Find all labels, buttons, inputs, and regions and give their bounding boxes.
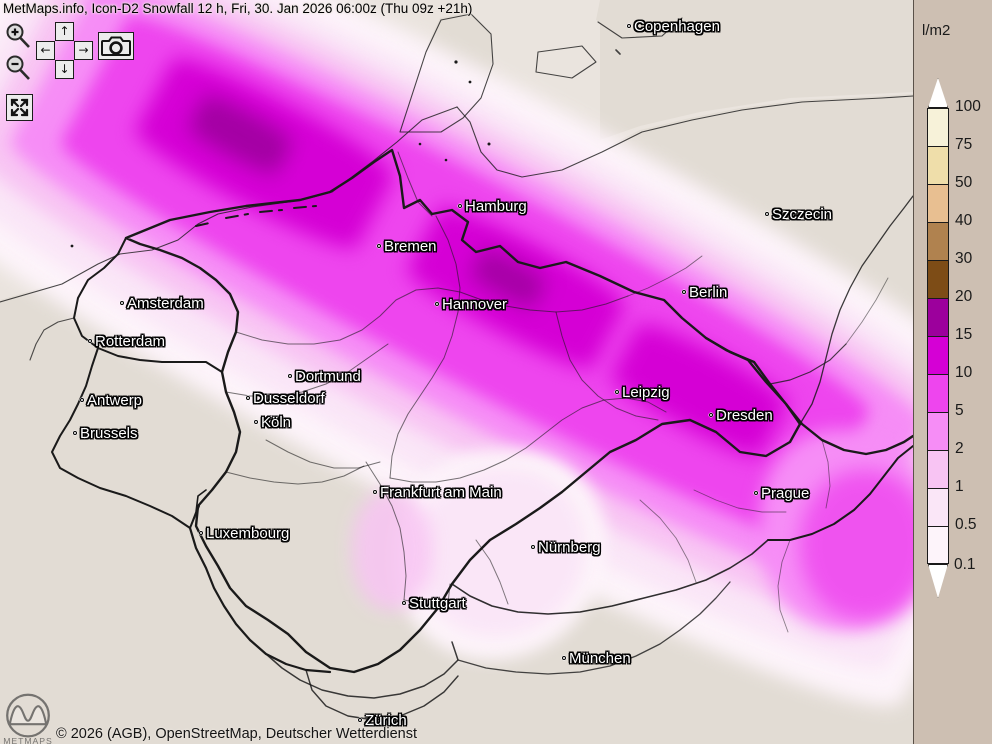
legend-band: 40 bbox=[927, 212, 972, 260]
legend-band: 75 bbox=[927, 136, 972, 184]
fullscreen-icon[interactable] bbox=[6, 94, 33, 121]
legend-colorbar: 100 75 50 40 30 20 15 10 5 2 1 0.5 bbox=[927, 78, 992, 598]
logo-text: METMAPS bbox=[3, 736, 52, 744]
legend-band: 5 bbox=[927, 402, 964, 450]
legend-band: 100 bbox=[927, 98, 981, 146]
legend-band: 30 bbox=[927, 250, 972, 298]
legend-tick-label: 2 bbox=[955, 440, 964, 457]
legend-tick-label: 20 bbox=[955, 288, 973, 305]
legend-tick-label: 1 bbox=[955, 478, 964, 495]
precip-cz-core bbox=[800, 470, 913, 620]
legend-tick-label: 30 bbox=[955, 250, 973, 267]
legend-band: 2 bbox=[927, 440, 964, 488]
legend-panel: l/m2 100 75 50 40 30 20 15 10 5 2 1 0.5 0.1 bbox=[913, 0, 992, 744]
legend-tick-label: 0.1 bbox=[954, 556, 976, 573]
pan-right-button[interactable]: → bbox=[74, 41, 93, 60]
legend-under-arrow bbox=[928, 564, 948, 598]
pan-up-button[interactable]: ↑ bbox=[55, 22, 74, 41]
legend-unit-label: l/m2 bbox=[922, 22, 951, 39]
legend-tick-label: 10 bbox=[955, 364, 973, 381]
attribution-text: © 2026 (AGB), OpenStreetMap, Deutscher W… bbox=[56, 726, 417, 742]
legend-tick-label: 5 bbox=[955, 402, 964, 419]
metmaps-logo: METMAPS bbox=[3, 693, 52, 744]
zoom-in-icon[interactable] bbox=[4, 22, 32, 50]
legend-tick-label: 75 bbox=[955, 136, 973, 153]
legend-band: 15 bbox=[927, 326, 972, 374]
legend-tick-label: 15 bbox=[955, 326, 973, 343]
legend-band: 0.5 bbox=[927, 516, 977, 564]
map-footer: METMAPS © 2026 (AGB), OpenStreetMap, Deu… bbox=[0, 693, 913, 744]
camera-icon[interactable] bbox=[98, 32, 134, 60]
legend-tick-label: 50 bbox=[955, 174, 973, 191]
zoom-out-icon[interactable] bbox=[4, 54, 32, 82]
legend-band: 1 bbox=[927, 478, 964, 526]
legend-over-arrow bbox=[928, 78, 948, 108]
legend-band: 50 bbox=[927, 174, 972, 222]
legend-tick-label: 100 bbox=[955, 98, 981, 115]
legend-band: 20 bbox=[927, 288, 972, 336]
legend-tick-label: 40 bbox=[955, 212, 973, 229]
map-canvas[interactable]: MetMaps.info, Icon-D2 Snowfall 12 h, Fri… bbox=[0, 0, 913, 744]
page-title: MetMaps.info, Icon-D2 Snowfall 12 h, Fri… bbox=[3, 1, 473, 16]
pan-down-button[interactable]: ↓ bbox=[55, 60, 74, 79]
legend-tick-label: 0.5 bbox=[955, 516, 977, 533]
precip-south-streak bbox=[352, 490, 432, 610]
pan-left-button[interactable]: ← bbox=[36, 41, 55, 60]
legend-band: 10 bbox=[927, 364, 972, 412]
